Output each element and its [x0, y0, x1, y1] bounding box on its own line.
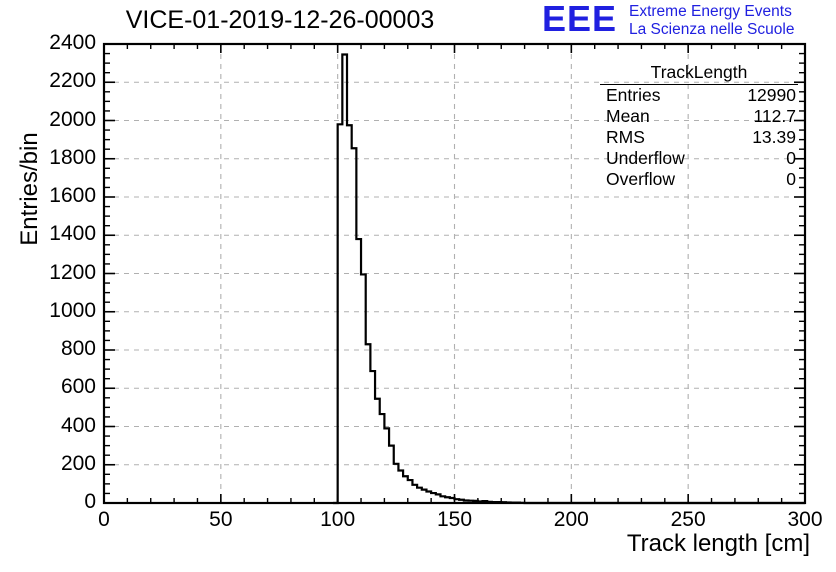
y-tick-label: 800 [60, 337, 96, 360]
stats-row-key: RMS [606, 127, 645, 147]
x-tick-label: 0 [98, 508, 110, 531]
x-tick-label: 250 [670, 508, 706, 531]
stats-title: TrackLength [600, 61, 798, 85]
stats-box: TrackLength Entries 12990 Mean 112.7 RMS 13.3… [600, 61, 798, 190]
stats-row: Overflow 0 [600, 169, 798, 190]
x-axis-title: Track length [cm] [626, 530, 810, 557]
stats-row-value: 0 [786, 169, 796, 189]
x-tick-label: 200 [553, 508, 589, 531]
stats-row: Entries 12990 [600, 85, 798, 106]
eee-logo-text: Extreme Energy Events La Scienza nelle S… [629, 3, 794, 39]
stats-row-value: 12990 [747, 85, 796, 105]
stats-row-value: 13.39 [752, 127, 796, 147]
stats-row-value: 0 [786, 148, 796, 168]
page-title: VICE-01-2019-12-26-00003 [125, 6, 435, 34]
y-tick-label: 1000 [49, 298, 96, 322]
x-tick-label: 100 [320, 508, 356, 531]
y-tick-label: 2400 [49, 31, 96, 54]
y-tick-label: 400 [60, 413, 96, 437]
y-tick-label: 2200 [49, 69, 96, 93]
eee-logo-line1: Extreme Energy Events [629, 3, 792, 20]
stats-rows: Entries 12990 Mean 112.7 RMS 13.39 Underflow 0 O… [600, 85, 798, 190]
eee-logo-mark: EEE [542, 0, 618, 39]
y-tick-label: 1800 [49, 145, 96, 169]
y-tick-label: 1600 [49, 184, 96, 207]
x-tick-label: 300 [787, 508, 823, 531]
y-tick-label: 1400 [49, 222, 96, 246]
stats-row: Underflow 0 [600, 148, 798, 169]
stats-row: Mean 112.7 [600, 106, 798, 127]
y-tick-label: 1200 [49, 260, 96, 284]
stats-row-key: Mean [606, 106, 650, 126]
stats-row-key: Entries [606, 85, 661, 105]
y-tick-label: 600 [60, 375, 96, 399]
eee-logo-line2: La Scienza nelle Scuole [629, 21, 795, 38]
x-tick-label: 150 [436, 508, 473, 531]
y-tick-label: 2000 [49, 107, 96, 131]
x-tick-label: 50 [209, 508, 233, 531]
stats-row: RMS 13.39 [600, 127, 798, 148]
stats-row-key: Overflow [606, 169, 676, 189]
stats-row-value: 112.7 [753, 106, 797, 126]
axis-ticks [103, 43, 806, 504]
stats-row-key: Underflow [606, 148, 685, 168]
eee-logo: EEE Extreme Energy Events La Scienza nel… [537, 0, 836, 42]
y-tick-label: 200 [60, 451, 96, 475]
grid-lines [104, 43, 805, 503]
y-tick-label: 0 [84, 490, 96, 513]
